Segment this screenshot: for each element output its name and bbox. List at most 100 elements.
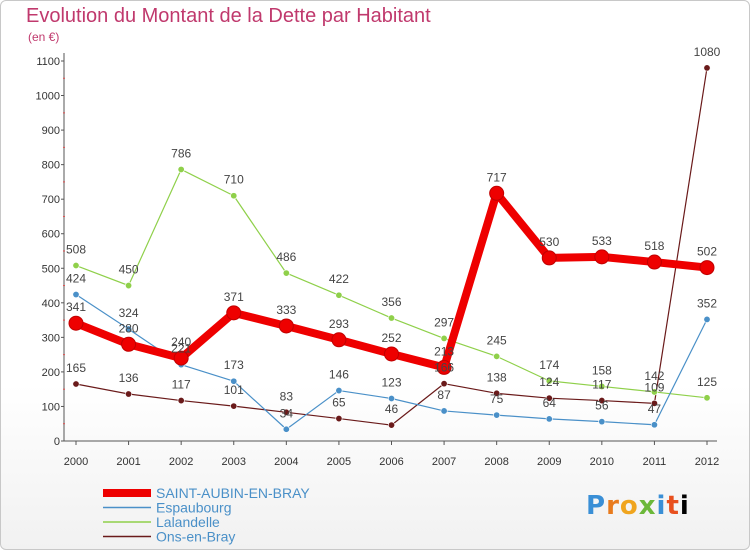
series-line-lalandelle — [75, 168, 708, 399]
logo-letter: P — [586, 491, 607, 521]
logo-letter: i — [679, 491, 690, 521]
data-point — [121, 336, 137, 352]
x-tick-label: 2012 — [695, 456, 719, 468]
data-label: 502 — [697, 245, 717, 259]
data-label: 533 — [592, 234, 612, 248]
data-label: 83 — [280, 389, 294, 403]
data-point — [230, 377, 238, 385]
data-label: 47 — [648, 402, 662, 416]
data-label: 174 — [539, 358, 559, 372]
y-tick-label: 1000 — [36, 91, 60, 103]
data-label: 486 — [276, 250, 296, 264]
data-label: 245 — [487, 333, 507, 347]
data-point — [387, 314, 395, 322]
data-label: 280 — [119, 321, 139, 335]
data-label: 125 — [697, 375, 717, 389]
data-label: 333 — [276, 303, 296, 317]
data-point — [387, 421, 395, 429]
data-label: 173 — [224, 358, 244, 372]
series-line-ons-en-bray — [75, 67, 708, 426]
data-label: 221 — [171, 342, 191, 356]
y-tick-label: 100 — [42, 401, 60, 413]
data-point — [331, 332, 347, 348]
data-label: 352 — [697, 296, 717, 310]
y-tick-label: 1100 — [36, 56, 60, 68]
chart-title: Evolution du Montant de la Dette par Hab… — [26, 5, 431, 27]
y-tick-label: 800 — [42, 160, 60, 172]
logo-letter: t — [666, 491, 680, 521]
data-label: 240 — [171, 335, 191, 349]
data-label: 75 — [490, 392, 504, 406]
data-point — [545, 415, 553, 423]
data-label: 165 — [66, 361, 86, 375]
data-point — [650, 399, 658, 407]
y-tick-label: 200 — [42, 367, 60, 379]
data-label: 124 — [539, 375, 559, 389]
data-point — [650, 421, 658, 429]
data-point — [177, 165, 185, 173]
proxiti-logo: Proxiti — [586, 491, 690, 521]
data-point — [282, 269, 290, 277]
data-point — [68, 315, 84, 331]
data-label: 123 — [381, 376, 401, 390]
data-label: 166 — [434, 361, 454, 375]
data-label: 324 — [119, 306, 139, 320]
data-point — [278, 318, 294, 334]
data-point — [436, 359, 452, 375]
data-label: 136 — [119, 371, 139, 385]
data-label: 101 — [224, 383, 244, 397]
data-point — [335, 291, 343, 299]
data-point — [703, 64, 711, 72]
data-point — [125, 325, 133, 333]
x-tick-label: 2007 — [432, 456, 456, 468]
x-tick-label: 2002 — [169, 456, 193, 468]
x-tick-label: 2006 — [379, 456, 403, 468]
data-point — [598, 397, 606, 405]
data-point — [493, 411, 501, 419]
data-label: 424 — [66, 272, 86, 286]
data-label: 117 — [172, 378, 191, 392]
data-label: 422 — [329, 272, 349, 286]
data-label: 109 — [644, 380, 664, 394]
data-point — [699, 260, 715, 276]
data-point — [545, 377, 553, 385]
data-label: 56 — [595, 399, 609, 413]
data-point — [703, 394, 711, 402]
data-point — [646, 254, 662, 270]
y-tick-label: 500 — [42, 263, 60, 275]
data-label: 293 — [329, 317, 349, 331]
y-tick-label: 900 — [42, 125, 60, 137]
data-label: 252 — [381, 331, 401, 345]
data-label: 65 — [332, 396, 346, 410]
data-point — [125, 390, 133, 398]
data-label: 356 — [381, 295, 401, 309]
data-label: 518 — [644, 239, 664, 253]
y-tick-label: 400 — [42, 298, 60, 310]
data-label: 213 — [434, 344, 454, 358]
data-label: 508 — [66, 243, 86, 257]
data-point — [282, 425, 290, 433]
data-point — [440, 380, 448, 388]
data-label: 530 — [539, 235, 559, 249]
data-point — [335, 387, 343, 395]
data-point — [230, 402, 238, 410]
data-label: 64 — [543, 396, 557, 410]
x-tick-label: 2009 — [537, 456, 561, 468]
data-point — [703, 315, 711, 323]
data-label: 46 — [385, 402, 399, 416]
x-tick-label: 2008 — [484, 456, 508, 468]
data-label: 34 — [280, 406, 294, 420]
x-tick-label: 2000 — [64, 456, 88, 468]
data-point — [493, 389, 501, 397]
chart-subtitle: (en €) — [28, 30, 60, 44]
x-tick-label: 2004 — [274, 456, 298, 468]
data-point — [72, 262, 80, 270]
data-point — [177, 397, 185, 405]
data-label: 341 — [66, 300, 86, 314]
data-point — [440, 334, 448, 342]
data-point — [226, 305, 242, 321]
data-point — [125, 282, 133, 290]
data-point — [598, 418, 606, 426]
data-point — [650, 388, 658, 396]
